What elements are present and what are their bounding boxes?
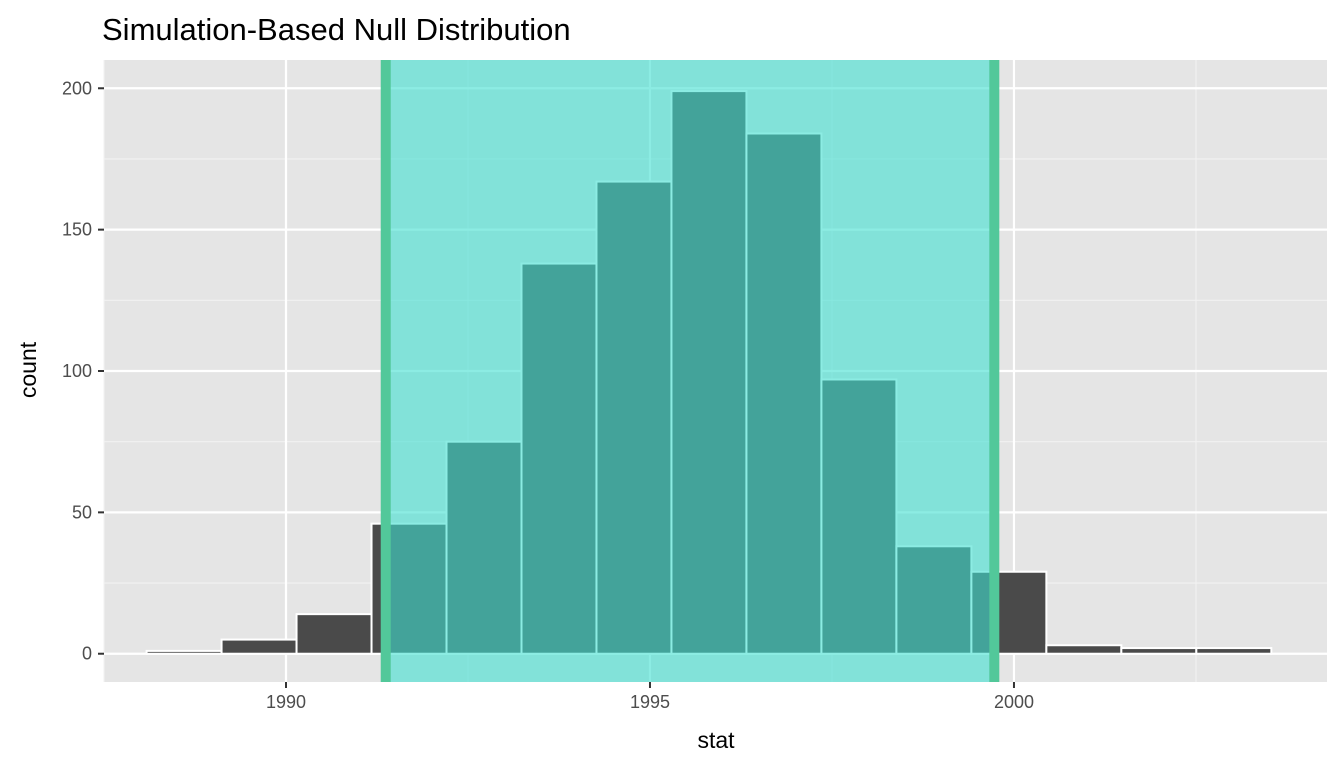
y-tick-label-4: 200 [62,78,92,98]
y-axis-ticks: 0 50 100 150 200 [62,78,104,664]
y-axis-title: count [15,341,41,398]
x-tick-label-0: 1990 [266,692,306,712]
x-axis-title: stat [697,727,735,753]
bar-14 [1195,647,1273,655]
shaded-interval [385,60,995,682]
bar-0 [145,649,223,655]
bar-12 [1045,644,1123,655]
y-tick-label-2: 100 [62,361,92,381]
bar-2 [295,613,373,655]
x-tick-label-2: 2000 [994,692,1034,712]
bar-13 [1120,647,1198,655]
y-tick-label-1: 50 [72,502,92,522]
bar-1 [220,638,298,655]
chart-title: Simulation-Based Null Distribution [102,12,571,47]
x-axis-ticks: 1990 1995 2000 [266,682,1034,712]
x-tick-label-1: 1995 [630,692,670,712]
y-tick-label-3: 150 [62,220,92,240]
y-tick-label-0: 0 [82,644,92,664]
confidence-shade [380,60,1000,682]
